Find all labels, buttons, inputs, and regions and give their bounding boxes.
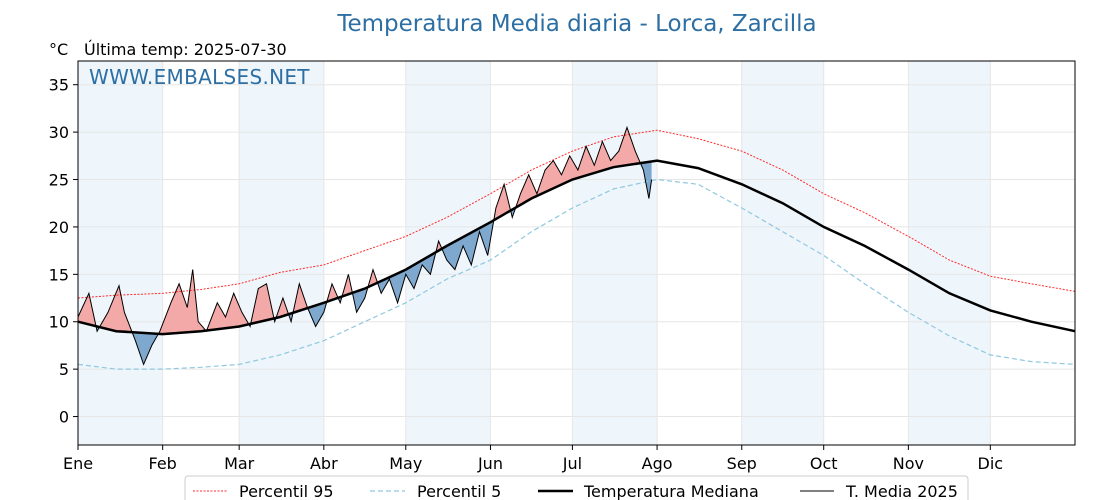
y-tick-label: 30 bbox=[49, 123, 69, 142]
above-median-fill bbox=[98, 285, 132, 333]
above-median-fill bbox=[292, 283, 308, 316]
above-median-fill bbox=[250, 283, 274, 327]
legend-current-label: T. Media 2025 bbox=[845, 482, 958, 500]
above-median-fill bbox=[434, 241, 442, 258]
plot-frame bbox=[77, 60, 1076, 446]
below-median-fill bbox=[307, 301, 327, 327]
x-tick-label: Nov bbox=[893, 454, 924, 473]
x-tick-label: Dic bbox=[978, 454, 1004, 473]
x-tick-label: Mar bbox=[224, 454, 255, 473]
above-median-fill bbox=[515, 127, 640, 210]
month-band bbox=[741, 61, 824, 445]
above-median-fill bbox=[157, 269, 205, 336]
anomaly-fills bbox=[78, 127, 652, 365]
legend-box bbox=[184, 475, 969, 500]
legend-p95-label: Percentil 95 bbox=[239, 482, 334, 500]
y-tick-label: 0 bbox=[59, 408, 69, 427]
x-tick-label: Oct bbox=[810, 454, 838, 473]
month-band bbox=[572, 61, 658, 445]
below-median-fill bbox=[131, 330, 158, 365]
x-tick-label: Jun bbox=[477, 454, 503, 473]
below-median-fill bbox=[377, 253, 435, 303]
above-median-fill bbox=[78, 293, 96, 327]
above-median-fill bbox=[274, 298, 289, 322]
legend-median-label: Temperatura Mediana bbox=[583, 482, 759, 500]
p5-line bbox=[77, 178, 1076, 370]
x-tick-label: Ago bbox=[642, 454, 673, 473]
p95-line bbox=[77, 129, 1076, 299]
y-tick-label: 35 bbox=[49, 76, 69, 95]
x-axis: Ene Feb Mar Abr May Jun Jul Ago Sep Oct Nov Dic bbox=[63, 445, 1003, 473]
month-band bbox=[908, 61, 991, 445]
legend-p5-label: Percentil 5 bbox=[417, 482, 501, 500]
series-lines bbox=[77, 125, 1076, 370]
month-band bbox=[239, 61, 324, 445]
month-bands bbox=[78, 61, 991, 445]
legend: Percentil 95 Percentil 5 Temperatura Med… bbox=[184, 475, 969, 500]
y-tick-label: 10 bbox=[49, 313, 69, 332]
watermark: WWW.EMBALSES.NET bbox=[89, 65, 310, 89]
x-tick-label: May bbox=[389, 454, 422, 473]
x-tick-label: Abr bbox=[310, 454, 338, 473]
last-temp-label: Última temp: 2025-07-30 bbox=[84, 40, 287, 59]
x-tick-label: Sep bbox=[727, 454, 757, 473]
y-tick-label: 25 bbox=[49, 171, 69, 190]
x-tick-label: Jul bbox=[562, 454, 582, 473]
above-median-fill bbox=[493, 184, 510, 224]
y-tick-label: 20 bbox=[49, 218, 69, 237]
unit-label: °C bbox=[49, 40, 68, 59]
above-median-fill bbox=[341, 274, 352, 298]
y-axis: 0 5 10 15 20 25 30 35 bbox=[49, 76, 78, 427]
median-line bbox=[77, 159, 1076, 336]
chart-title: Temperatura Media diaria - Lorca, Zarcil… bbox=[336, 11, 816, 37]
x-tick-label: Feb bbox=[149, 454, 177, 473]
month-band bbox=[78, 61, 163, 445]
y-tick-label: 15 bbox=[49, 265, 69, 284]
current-year-line bbox=[77, 125, 653, 366]
x-tick-label: Ene bbox=[63, 454, 93, 473]
y-tick-label: 5 bbox=[59, 360, 69, 379]
